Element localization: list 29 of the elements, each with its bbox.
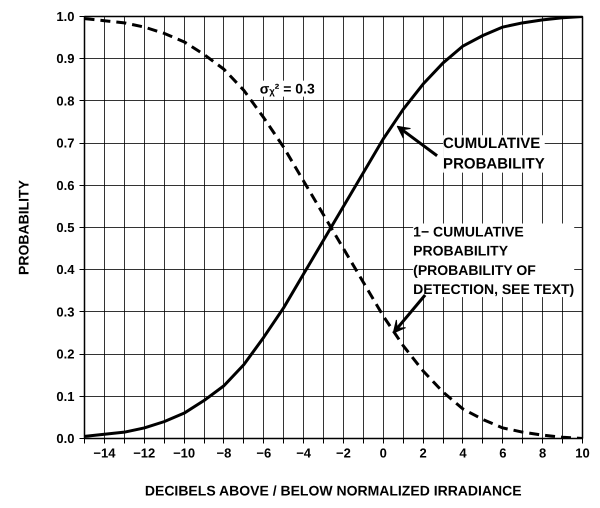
x-tick-label: −10 [173,446,196,460]
y-tick-label: 0.9 [56,51,75,66]
y-tick-label: 0.4 [56,262,76,278]
x-tick-label: −8 [216,446,232,460]
x-tick-label: 4 [459,446,468,460]
y-tick-label: 0.8 [56,93,75,108]
annotation: CUMULATIVE PROBABILITY [443,135,545,173]
x-tick-label: 2 [420,446,427,460]
x-tick-label: −6 [256,446,272,460]
y-tick-label: 0.2 [56,346,75,362]
x-tick-label: −4 [296,446,312,460]
annotation: 1− CUMULATIVE PROBABILITY (PROBABILITY OF DETECTION, SEE TEXT) [413,224,574,298]
x-tick-label: 0 [380,446,387,460]
y-tick-label: 0.5 [56,220,75,235]
x-tick-label: 10 [575,446,590,460]
y-tick-label: 0.6 [56,178,75,193]
x-tick-label: 6 [499,446,506,460]
x-tick-label: −2 [336,446,351,460]
y-axis-title: PROBABILITY [15,179,32,275]
y-tick-label: 0.3 [56,304,75,320]
x-axis-title: DECIBELS ABOVE / BELOW NORMALIZED IRRADIANCE [144,482,522,498]
y-tick-label: 0.7 [56,136,75,151]
y-tick-label: 0.1 [56,388,75,404]
x-tick-label: 8 [539,446,546,460]
y-tick-label: 0.0 [56,431,75,446]
x-tick-label: −14 [93,446,116,460]
x-tick-label: −12 [133,446,156,460]
y-tick-label: 1.0 [56,9,75,24]
annotation: σᵪ² = 0.3 [260,80,315,97]
